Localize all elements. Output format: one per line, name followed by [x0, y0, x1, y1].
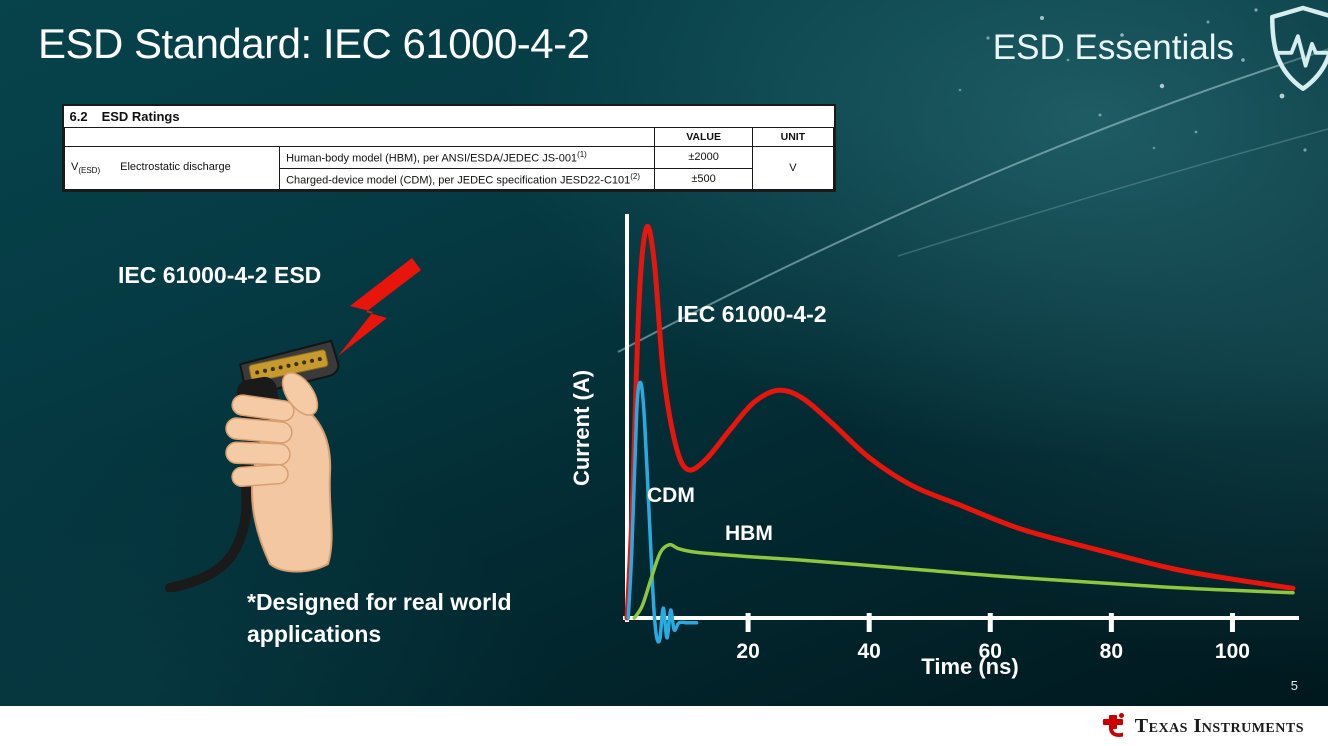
esd-lightning-bolt-icon [338, 258, 421, 356]
pulse-line-icon [1276, 34, 1328, 68]
cdm-description-cell: Charged-device model (CDM), per JEDEC sp… [279, 167, 656, 191]
hbm-value: ±2000 [654, 146, 753, 169]
esd-shield-pulse-icon [1270, 5, 1328, 91]
finger-3 [225, 441, 291, 466]
hbm-footnote-ref: (1) [577, 150, 587, 159]
thumb [281, 372, 319, 416]
hand-connector-illustration [165, 258, 421, 592]
x-tick-label: 20 [736, 640, 759, 663]
hbm-description-cell: Human-body model (HBM), per ANSI/ESDA/JE… [279, 146, 656, 169]
footer-brand-text: Texas Instruments [1134, 714, 1304, 737]
footnote-text: *Designed for real world applications [247, 589, 512, 648]
page-number: 5 [1290, 678, 1298, 693]
footer-bar: Texas Instruments [0, 706, 1328, 746]
table-header-row: VALUE UNIT [63, 127, 835, 147]
symbol: V [71, 161, 79, 174]
symbol-subscript: (ESD) [78, 166, 101, 176]
cdm-value: ±500 [654, 167, 753, 191]
header-value: VALUE [654, 127, 753, 147]
esd-ratings-table: 6.2 ESD Ratings VALUE UNIT V(ESD) Electros… [62, 104, 836, 193]
x-tick-label: 80 [1100, 640, 1123, 663]
finger-2 [225, 417, 293, 444]
table-section-row: 6.2 ESD Ratings [64, 106, 834, 128]
hbm-description: Human-body model (HBM), per ANSI/ESDA/JE… [286, 152, 578, 165]
section-title: ESD Ratings [101, 109, 180, 124]
finger-4 [231, 463, 289, 488]
series-brand-title: ESD Essentials [992, 28, 1234, 67]
table-row-cdm: Charged-device model (CDM), per JEDEC sp… [65, 167, 834, 191]
header-unit: UNIT [751, 127, 835, 147]
section-number: 6.2 [69, 109, 88, 124]
parameter-name: Electrostatic discharge [120, 161, 231, 174]
x-tick-label: 60 [979, 640, 1002, 663]
y-axis-label: Current (A) [569, 370, 594, 486]
illustration-label: IEC 61000-4-2 ESD [118, 262, 322, 288]
finger-1 [231, 394, 295, 422]
series-label-iec: IEC 61000-4-2 [677, 301, 827, 327]
page-title: ESD Standard: IEC 61000-4-2 [38, 20, 590, 67]
cdm-footnote-ref: (2) [630, 171, 641, 181]
connector-pins [255, 357, 322, 375]
unit-value: V [751, 145, 835, 191]
curve-cdm [626, 380, 699, 644]
x-tick-label: 100 [1215, 640, 1250, 663]
x-tick-label: 40 [858, 640, 881, 663]
x-axis-label: Time (ns) [921, 654, 1018, 679]
series-label-cdm: CDM [647, 484, 695, 507]
series-label-hbm: HBM [725, 522, 773, 545]
curve-iec-61000-4-2 [624, 223, 1296, 621]
hand [225, 372, 333, 573]
esd-waveform-chart: 20 40 60 80 100 Current (A) Time (ns) IEC 61… [569, 214, 1299, 679]
x-axis-ticks: 20 40 60 80 100 [736, 613, 1250, 663]
table-row-hbm: V(ESD) Electrostatic discharge Human-body… [63, 145, 835, 191]
symbol-cell: V(ESD) Electrostatic discharge [63, 145, 281, 191]
curve-hbm [632, 542, 1295, 620]
chart-curves [624, 223, 1296, 644]
header-empty-cell [63, 127, 656, 147]
texas-instruments-logo-icon [1102, 713, 1124, 737]
cdm-description: Charged-device model (CDM), per JEDEC sp… [286, 174, 631, 187]
